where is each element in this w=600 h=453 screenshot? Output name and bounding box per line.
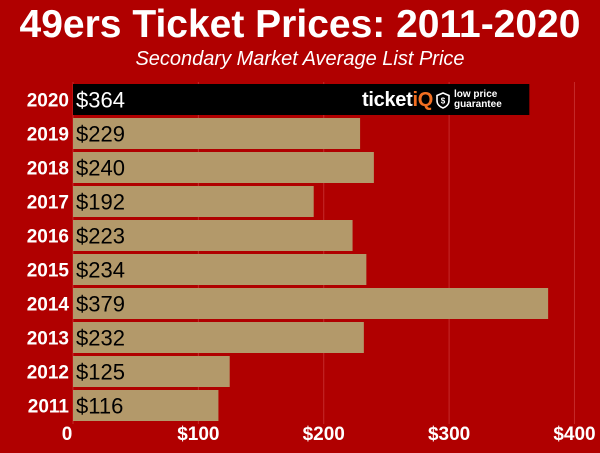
y-tick-label: 2013 — [27, 329, 69, 350]
logo-tagline-line2: guarantee — [453, 99, 502, 110]
data-label: $240 — [76, 156, 125, 181]
data-label: $229 — [76, 122, 125, 147]
y-tick-label: 2015 — [27, 261, 70, 282]
bar — [73, 322, 364, 353]
bar — [73, 288, 549, 319]
data-label: $234 — [76, 258, 125, 283]
y-tick-label: 2019 — [27, 125, 69, 146]
bar — [73, 118, 361, 149]
data-label: $125 — [76, 360, 125, 385]
svg-text:$: $ — [441, 96, 446, 105]
y-tick-label: 2014 — [27, 295, 70, 316]
data-label: $364 — [76, 88, 125, 113]
x-tick-label: 0 — [62, 424, 73, 445]
logo-tagline: low price guarantee — [454, 90, 502, 110]
bar — [73, 186, 314, 217]
bars: $364 $229 $240 $192 $223 $234 $379 $232 $125 $116 — [73, 84, 549, 421]
bar — [73, 254, 367, 285]
ticketiq-logo: ticketiQ $ low price guarantee — [362, 88, 538, 112]
data-label: $379 — [76, 292, 125, 317]
y-tick-label: 2017 — [27, 193, 69, 214]
logo-tagline-line1: low price — [453, 89, 498, 100]
axis-labels: 0 $100 $200 $300 $400 2020 2019 2018 2017 2016 201… — [27, 91, 596, 446]
chart-title: 49ers Ticket Prices: 2011-2020 — [19, 3, 581, 46]
bar — [73, 220, 353, 251]
chart-subtitle: Secondary Market Average List Price — [135, 48, 465, 70]
logo-wordmark: ticketiQ — [362, 89, 433, 112]
bar — [73, 152, 374, 183]
x-tick-label: $200 — [303, 424, 345, 445]
y-tick-label: 2020 — [27, 91, 69, 112]
data-label: $232 — [76, 326, 125, 351]
y-tick-label: 2011 — [28, 397, 70, 418]
data-label: $192 — [76, 190, 125, 215]
data-label: $223 — [76, 224, 125, 249]
bar — [73, 390, 219, 421]
x-tick-label: $400 — [553, 424, 595, 445]
x-tick-label: $300 — [428, 424, 470, 445]
y-tick-label: 2018 — [27, 159, 69, 180]
logo-word-accent: iQ — [412, 88, 433, 111]
y-tick-label: 2012 — [27, 363, 69, 384]
bar-highlighted — [73, 84, 530, 115]
data-label: $116 — [76, 394, 123, 419]
y-tick-label: 2016 — [27, 227, 69, 248]
shield-icon: $ — [436, 91, 450, 109]
logo-word-main: ticket — [362, 88, 413, 111]
bar — [73, 356, 230, 387]
x-tick-label: $100 — [177, 424, 219, 445]
